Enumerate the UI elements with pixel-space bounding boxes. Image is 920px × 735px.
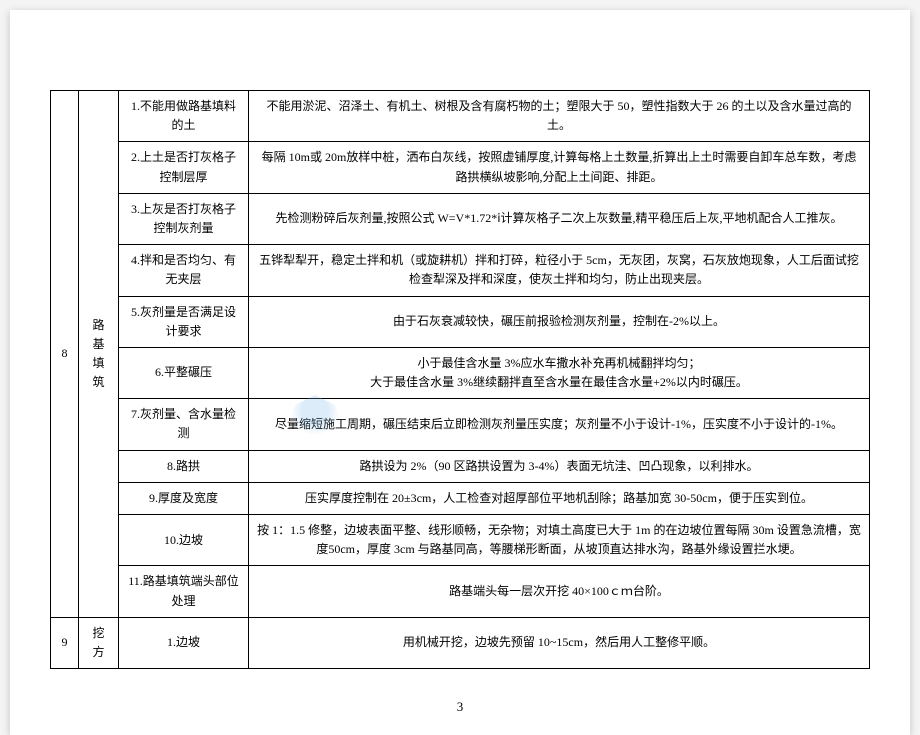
table-row: 4.拌和是否均匀、有无夹层五铧犁犁开，稳定土拌和机（或旋耕机）拌和打碎，粒径小于… [51, 245, 870, 296]
table-row: 2.上土是否打灰格子控制层厚每隔 10m或 20m放样中桩，洒布白灰线，按照虚铺… [51, 142, 870, 193]
desc-cell: 先检测粉碎后灰剂量,按照公式 W=V*1.72*ⅰ计算灰格子二次上灰数量,精平稳… [249, 193, 870, 244]
category-cell: 路基 填筑 [79, 91, 119, 618]
item-cell: 7.灰剂量、含水量检测 [119, 399, 249, 450]
page-number: 3 [10, 699, 910, 715]
table-row: 3.上灰是否打灰格子控制灰剂量先检测粉碎后灰剂量,按照公式 W=V*1.72*ⅰ… [51, 193, 870, 244]
category-cell: 挖方 [79, 617, 119, 668]
item-cell: 10.边坡 [119, 515, 249, 566]
row-number: 9 [51, 617, 79, 668]
table-row: 8路基 填筑1.不能用做路基填料的土不能用淤泥、沼泽土、有机土、树根及含有腐朽物… [51, 91, 870, 142]
spec-table: 8路基 填筑1.不能用做路基填料的土不能用淤泥、沼泽土、有机土、树根及含有腐朽物… [50, 90, 870, 669]
item-cell: 2.上土是否打灰格子控制层厚 [119, 142, 249, 193]
table-row: 9挖方1.边坡用机械开挖，边坡先预留 10~15cm，然后用人工整修平顺。 [51, 617, 870, 668]
row-number: 8 [51, 91, 79, 618]
desc-cell: 按 1：1.5 修整，边坡表面平整、线形顺畅，无杂物；对填土高度已大于 1m 的… [249, 515, 870, 566]
desc-cell: 由于石灰衰减较快，碾压前报验检测灰剂量，控制在-2%以上。 [249, 296, 870, 347]
item-cell: 6.平整碾压 [119, 347, 249, 398]
item-cell: 3.上灰是否打灰格子控制灰剂量 [119, 193, 249, 244]
item-cell: 4.拌和是否均匀、有无夹层 [119, 245, 249, 296]
table-row: 11.路基填筑端头部位处理路基端头每一层次开挖 40×100ｃｍ台阶。 [51, 566, 870, 617]
item-cell: 8.路拱 [119, 450, 249, 482]
table-row: 9.厚度及宽度压实厚度控制在 20±3cm，人工检查对超厚部位平地机刮除；路基加… [51, 482, 870, 514]
item-cell: 9.厚度及宽度 [119, 482, 249, 514]
desc-cell: 五铧犁犁开，稳定土拌和机（或旋耕机）拌和打碎，粒径小于 5cm，无灰团，灰窝，石… [249, 245, 870, 296]
item-cell: 1.边坡 [119, 617, 249, 668]
desc-cell: 压实厚度控制在 20±3cm，人工检查对超厚部位平地机刮除；路基加宽 30-50… [249, 482, 870, 514]
desc-cell: 路拱设为 2%（90 区路拱设置为 3-4%）表面无坑洼、凹凸现象，以利排水。 [249, 450, 870, 482]
desc-cell: 用机械开挖，边坡先预留 10~15cm，然后用人工整修平顺。 [249, 617, 870, 668]
item-cell: 1.不能用做路基填料的土 [119, 91, 249, 142]
desc-cell: 每隔 10m或 20m放样中桩，洒布白灰线，按照虚铺厚度,计算每格上土数量,折算… [249, 142, 870, 193]
table-row: 5.灰剂量是否满足设计要求由于石灰衰减较快，碾压前报验检测灰剂量，控制在-2%以… [51, 296, 870, 347]
table-row: 8.路拱路拱设为 2%（90 区路拱设置为 3-4%）表面无坑洼、凹凸现象，以利… [51, 450, 870, 482]
item-cell: 5.灰剂量是否满足设计要求 [119, 296, 249, 347]
table-row: 7.灰剂量、含水量检测尽量缩短施工周期，碾压结束后立即检测灰剂量压实度；灰剂量不… [51, 399, 870, 450]
table-row: 10.边坡按 1：1.5 修整，边坡表面平整、线形顺畅，无杂物；对填土高度已大于… [51, 515, 870, 566]
document-page: 8路基 填筑1.不能用做路基填料的土不能用淤泥、沼泽土、有机土、树根及含有腐朽物… [10, 10, 910, 735]
desc-cell: 路基端头每一层次开挖 40×100ｃｍ台阶。 [249, 566, 870, 617]
desc-cell: 尽量缩短施工周期，碾压结束后立即检测灰剂量压实度；灰剂量不小于设计-1%，压实度… [249, 399, 870, 450]
item-cell: 11.路基填筑端头部位处理 [119, 566, 249, 617]
desc-cell: 小于最佳含水量 3%应水车撒水补充再机械翻拌均匀； 大于最佳含水量 3%继续翻拌… [249, 347, 870, 398]
desc-cell: 不能用淤泥、沼泽土、有机土、树根及含有腐朽物的土；塑限大于 50，塑性指数大于 … [249, 91, 870, 142]
table-row: 6.平整碾压小于最佳含水量 3%应水车撒水补充再机械翻拌均匀； 大于最佳含水量 … [51, 347, 870, 398]
